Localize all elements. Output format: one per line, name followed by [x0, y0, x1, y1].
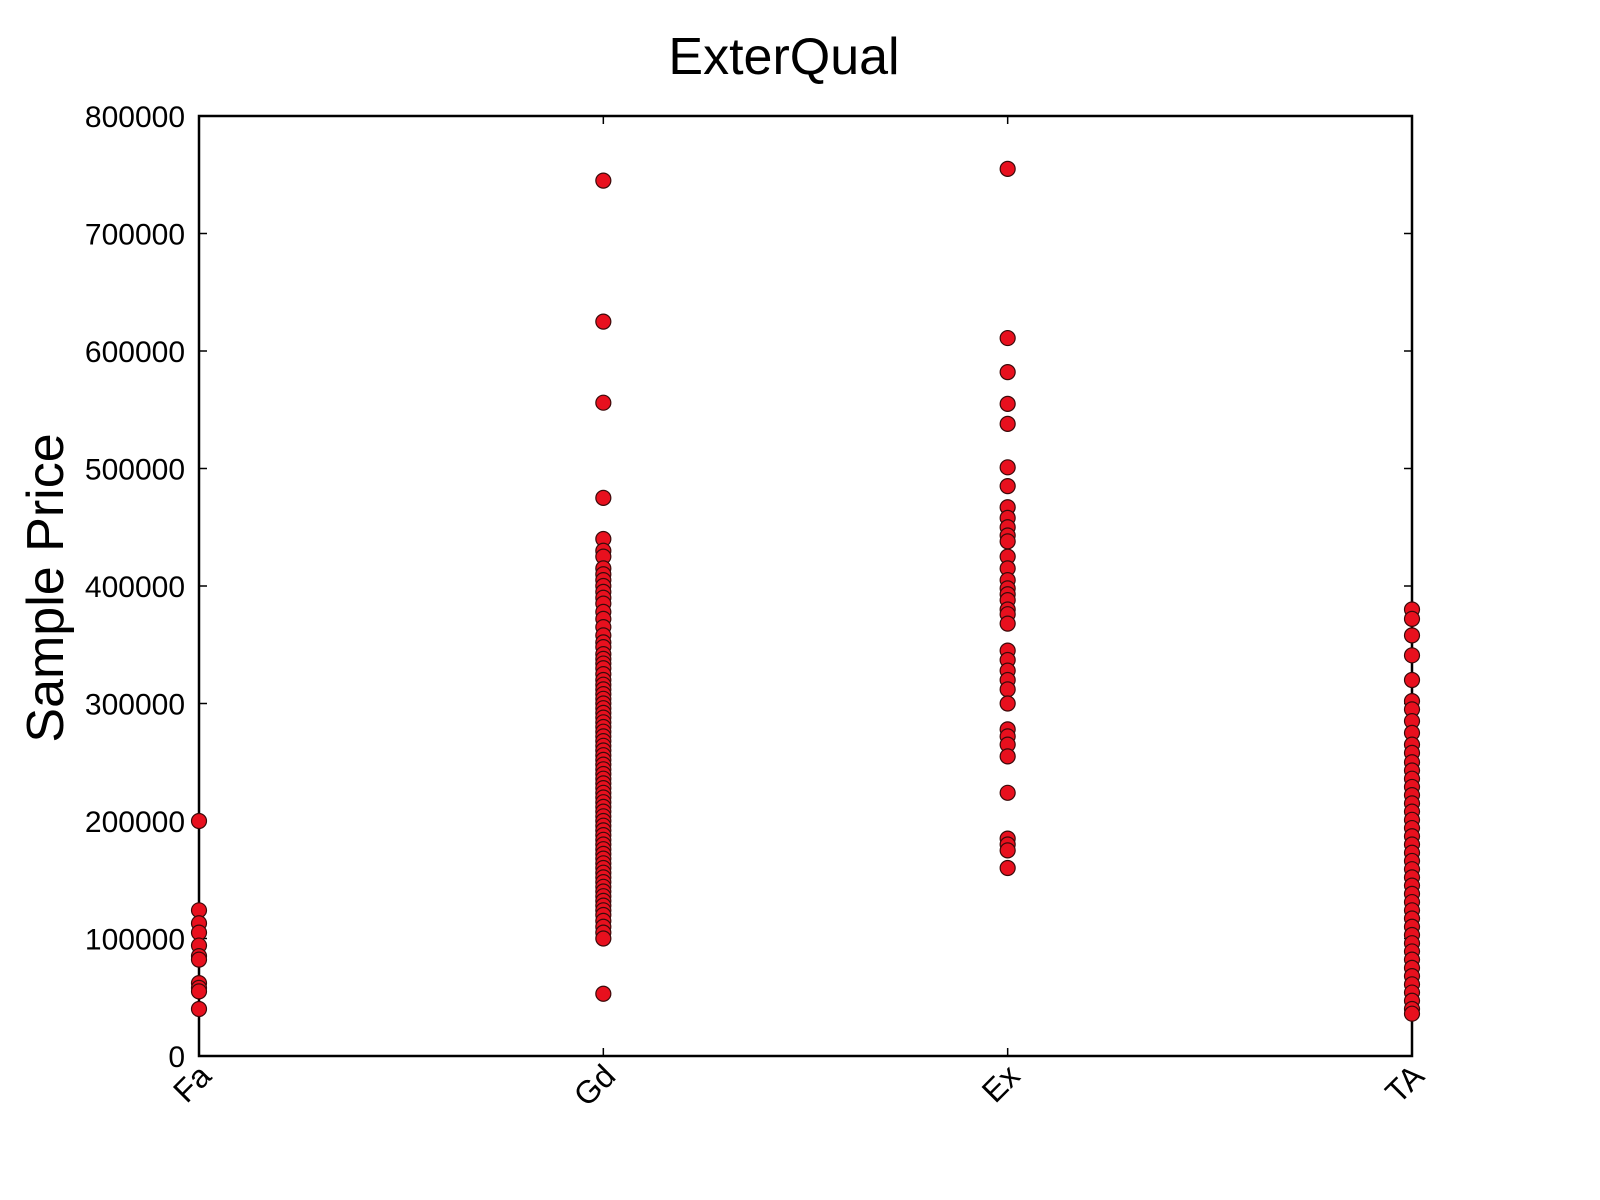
data-point-gd: [595, 985, 612, 1002]
x-tick-label-gd: Gd: [567, 1057, 623, 1113]
x-tick-label-ex: Ex: [975, 1057, 1027, 1109]
data-point-ex: [999, 329, 1016, 347]
y-tick-label: 0: [168, 1041, 185, 1074]
y-tick-label: 400000: [85, 571, 185, 604]
data-point-ex: [999, 784, 1016, 801]
y-axis-label: Sample Price: [17, 433, 75, 742]
plot-frame: [197, 114, 1414, 1058]
data-point-ex: [999, 748, 1016, 765]
data-point-gd: [595, 313, 612, 330]
data-point-ex: [999, 459, 1016, 476]
data-point-fa: [190, 951, 208, 968]
data-point-ex: [999, 615, 1016, 632]
data-point-ta: [1403, 627, 1421, 644]
y-axis: 0 100000 200000 300000 400000 500000 600000 700…: [85, 101, 1412, 1074]
y-tick-label: 300000: [85, 689, 185, 722]
x-tick-label-ta: TA: [1378, 1057, 1431, 1110]
data-point-ex: [999, 160, 1016, 177]
y-tick-label: 800000: [85, 101, 185, 134]
data-point-ex: [999, 364, 1016, 381]
data-point-ex: [999, 695, 1016, 712]
data-point-ex: [999, 395, 1016, 412]
data-point-ex: [999, 533, 1016, 550]
data-point-gd: [595, 394, 612, 411]
data-point-fa: [190, 812, 208, 830]
data-point-ta: [1403, 671, 1421, 689]
y-tick-label: 600000: [85, 336, 185, 369]
y-tick-label: 700000: [85, 219, 185, 252]
data-point-ta: [1403, 647, 1421, 664]
data-point-ex: [999, 681, 1016, 698]
y-tick-label: 100000: [85, 924, 185, 957]
x-axis: Fa Gd Ex TA: [166, 116, 1431, 1113]
data-point-gd: [595, 489, 612, 506]
data-point-gd: [595, 930, 612, 947]
data-point-ta: [1403, 1005, 1421, 1022]
data-point-ex: [999, 478, 1016, 495]
data-point-ex: [999, 859, 1016, 877]
data-point-gd: [595, 172, 612, 189]
data-point-ta: [1403, 610, 1421, 628]
data-point-fa: [190, 1000, 208, 1018]
data-point-ex: [999, 415, 1016, 432]
y-tick-label: 200000: [85, 806, 185, 839]
data-points: [190, 160, 1421, 1022]
data-point-ex: [999, 842, 1016, 859]
data-point-fa: [190, 983, 208, 1000]
chart-title: ExterQual: [668, 28, 899, 86]
y-tick-label: 500000: [85, 454, 185, 487]
